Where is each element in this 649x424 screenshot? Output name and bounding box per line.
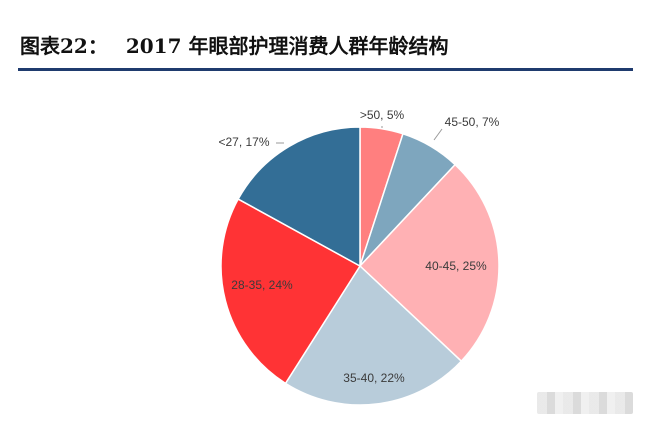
data-label: >50, 5% [360,108,405,122]
chart-title: 2017 年眼部护理消费人群年龄结构 [125,34,449,58]
data-label: 35-40, 22% [343,371,405,385]
leader-line [433,128,443,141]
pie-slice-40-45 [358,163,500,363]
data-label: 28-35, 24% [231,278,293,292]
watermark [537,392,633,414]
pie-slice-35-40 [284,264,463,406]
pie-slice-27 [237,126,361,268]
figure-title: 图表22： 2017 年眼部护理消费人群年龄结构 [20,30,448,59]
figure-number: 图表22： [20,34,108,58]
figure-header: 图表22： 2017 年眼部护理消费人群年龄结构 [18,28,633,71]
data-label: 45-50, 7% [445,115,500,129]
pie-slice-28-35 [220,198,362,385]
data-label: 40-45, 25% [425,259,487,273]
data-label: <27, 17% [218,135,269,149]
